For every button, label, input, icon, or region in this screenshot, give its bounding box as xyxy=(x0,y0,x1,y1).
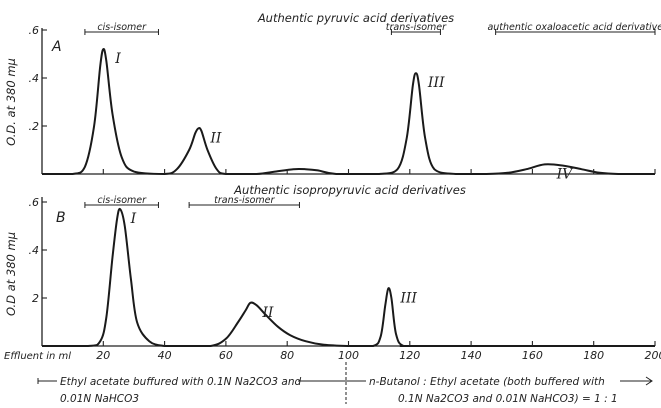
isomer-bracket xyxy=(84,202,159,208)
panel-a-y-ticks: .2 .4 .6 xyxy=(29,24,47,133)
isomer-bracket-label: authentic oxaloacetic acid derivative xyxy=(487,22,661,33)
x-tick-label: 180 xyxy=(583,349,604,362)
y-tick-label: .4 xyxy=(29,72,40,85)
panel-b-y-ticks: 2 .4 .6 xyxy=(29,196,47,305)
isomer-bracket xyxy=(495,29,656,35)
isomer-bracket xyxy=(84,29,159,35)
right-solvent-line-1: n-Butanol : Ethyl acetate (both buffered… xyxy=(369,376,605,388)
panel-b-letter: B xyxy=(56,210,66,226)
x-axis: Effluent in ml 20 40 60 80 100 120 140 160 180 20… xyxy=(4,169,661,362)
y-tick-label: .4 xyxy=(29,244,40,257)
panel-a-y-label: O.D. at 380 mμ xyxy=(4,58,18,146)
panel-b-y-label: O.D at 380 mμ xyxy=(4,232,18,316)
panel-b-curve xyxy=(42,207,655,348)
y-tick-label: .2 xyxy=(29,120,40,133)
x-tick-label: 20 xyxy=(96,349,110,362)
peak-label: IV xyxy=(556,166,575,182)
solvent-annotations: Ethyl acetate buffured with 0.1N Na2CO3 … xyxy=(37,362,653,405)
panel-a-curve xyxy=(42,48,655,175)
right-solvent-line-2: 0.1N Na2CO3 and 0.01N NaHCO3) = 1 : 1 xyxy=(398,393,618,405)
peak-label: III xyxy=(399,290,417,306)
x-tick-label: 200 xyxy=(645,349,661,362)
x-tick-label: 120 xyxy=(399,349,420,362)
left-solvent-line-2: 0.01N NaHCO3 xyxy=(60,393,139,405)
panel-a: Authentic pyruvic acid derivatives A O.D… xyxy=(4,11,661,182)
peak-label: II xyxy=(209,130,222,146)
x-tick-label: 140 xyxy=(461,349,482,362)
isomer-bracket xyxy=(188,202,300,208)
peak-label: III xyxy=(427,75,445,91)
isomer-bracket-label: cis-isomer xyxy=(97,195,147,206)
panel-a-title: Authentic pyruvic acid derivatives xyxy=(257,11,454,25)
y-tick-label: .6 xyxy=(29,24,40,37)
x-axis-label: Effluent in ml xyxy=(4,351,71,362)
isomer-bracket-label: cis-isomer xyxy=(97,22,147,33)
absorbance-curve xyxy=(42,207,655,348)
panel-a-letter: A xyxy=(51,39,62,55)
x-tick-label: 160 xyxy=(522,349,543,362)
x-tick-label: 40 xyxy=(158,349,172,362)
peak-label: II xyxy=(261,305,274,321)
peak-label: I xyxy=(114,51,121,67)
panel-b: Authentic isopropyruvic acid derivatives… xyxy=(4,183,655,348)
x-tick-label: 80 xyxy=(280,349,294,362)
peak-label: I xyxy=(130,211,137,227)
left-solvent-line-1: Ethyl acetate buffured with 0.1N Na2CO3 … xyxy=(60,376,302,388)
isomer-bracket-label: trans-isomer xyxy=(386,22,447,33)
right-solvent-arrowhead xyxy=(645,376,653,386)
panel-b-brackets: cis-isomer trans-isomer xyxy=(84,195,300,208)
x-tick-label: 60 xyxy=(219,349,233,362)
y-tick-label: .6 xyxy=(29,196,40,209)
isomer-bracket-label: trans-isomer xyxy=(214,195,275,206)
panel-a-brackets: cis-isomer trans-isomer authentic oxaloace… xyxy=(84,22,661,35)
y-tick-label: 2 xyxy=(32,292,39,305)
x-axis-ticks: 20 40 60 80 100 120 140 160 180 200 xyxy=(96,169,661,362)
isomer-bracket xyxy=(390,29,441,35)
x-tick-label: 100 xyxy=(338,349,359,362)
absorbance-curve xyxy=(42,48,655,175)
panel-b-title: Authentic isopropyruvic acid derivatives xyxy=(233,183,466,197)
